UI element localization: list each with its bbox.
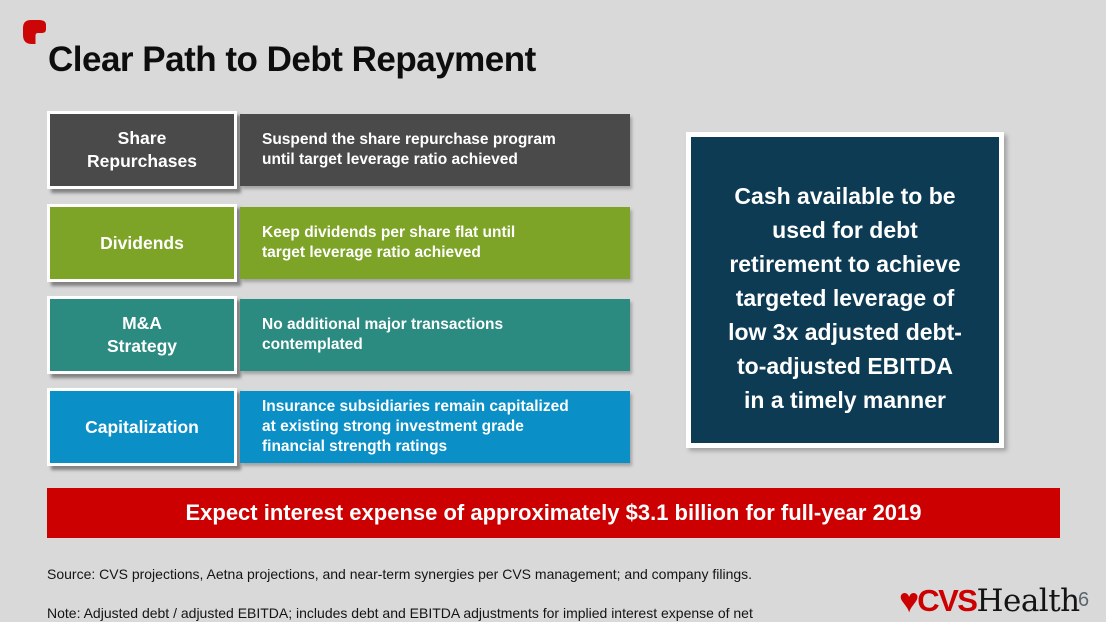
page-number: 6 [1078, 589, 1090, 611]
callout-text: Cash available to be used for debt retir… [728, 183, 962, 413]
row-label-capitalization: Capitalization [47, 388, 237, 466]
cvs-health-logo: ♥ CVS Health [899, 583, 1080, 619]
slide-title: Clear Path to Debt Repayment [48, 40, 536, 79]
banner-text: Expect interest expense of approximately… [185, 500, 922, 525]
cvs-heart-corner-icon [23, 20, 46, 44]
row-description-ma-strategy: No additional major transactions contemp… [240, 299, 630, 371]
logo-cvs-text: CVS [917, 583, 978, 618]
callout-box: Cash available to be used for debt retir… [686, 132, 1004, 448]
banner: Expect interest expense of approximately… [47, 488, 1060, 538]
row-label-dividends: Dividends [47, 204, 237, 282]
methodology-note: Note: Adjusted debt / adjusted EBITDA; i… [47, 604, 753, 621]
source-note: Source: CVS projections, Aetna projectio… [47, 565, 753, 582]
logo-health-text: Health [976, 583, 1080, 619]
row-description-dividends: Keep dividends per share flat until targ… [240, 207, 630, 279]
row-label-share-repurchases: Share Repurchases [47, 111, 237, 189]
row-description-share-repurchases: Suspend the share repurchase program unt… [240, 114, 630, 186]
footnotes: Source: CVS projections, Aetna projectio… [47, 545, 753, 622]
row-description-capitalization: Insurance subsidiaries remain capitalize… [240, 391, 630, 463]
row-label-ma-strategy: M&A Strategy [47, 296, 237, 374]
heart-icon: ♥ [899, 582, 920, 620]
